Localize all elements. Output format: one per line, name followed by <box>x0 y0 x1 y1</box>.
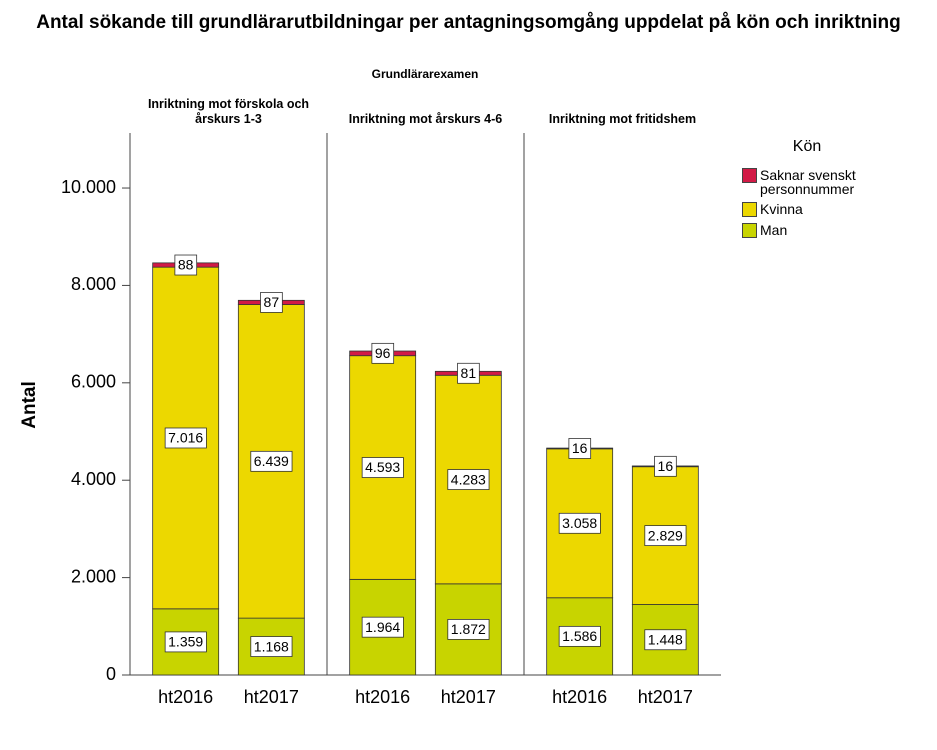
data-label-box <box>447 619 490 640</box>
data-label: 16 <box>568 438 592 459</box>
x-tick-label: ht2016 <box>355 687 410 707</box>
data-label: 7.016 <box>164 427 207 449</box>
panel-title: Inriktning mot årskurs 4-6 <box>348 112 503 126</box>
data-label-text: 88 <box>178 257 194 273</box>
data-label-box <box>164 631 207 653</box>
data-label-text: 1.168 <box>254 638 289 654</box>
data-label: 3.058 <box>558 512 601 534</box>
legend-item: Kvinna <box>742 202 892 217</box>
data-label-box <box>568 438 592 459</box>
legend-item: Man <box>742 223 892 238</box>
data-label: 88 <box>174 254 198 276</box>
chart-subtitle: Grundlärarexamen <box>371 67 479 81</box>
y-tick-label: 10.000 <box>61 177 116 197</box>
data-label-text: 6.439 <box>254 453 289 469</box>
x-tick-label: ht2017 <box>244 687 299 707</box>
data-label: 1.964 <box>361 616 404 638</box>
data-label-box <box>174 254 198 276</box>
data-label: 6.439 <box>250 450 293 472</box>
data-label-box <box>361 616 404 638</box>
data-label-box <box>654 455 677 477</box>
data-label: 96 <box>371 342 395 364</box>
data-label: 4.283 <box>447 469 490 490</box>
legend-item: Saknar svenskt personnummer <box>742 168 892 196</box>
legend-label: Saknar svenskt personnummer <box>760 167 856 197</box>
chart-title: Antal sökande till grundlärarutbildninga… <box>36 12 901 33</box>
x-tick-label: ht2016 <box>158 687 213 707</box>
x-tick-label: ht2017 <box>638 687 693 707</box>
data-label-text: 1.359 <box>168 634 203 650</box>
legend-title: Kön <box>792 138 822 155</box>
data-label-box <box>250 636 293 657</box>
data-label-text: 4.593 <box>365 459 400 475</box>
panel-title: Inriktning mot fritidshem <box>548 112 697 126</box>
y-tick-label: 2.000 <box>71 566 116 586</box>
legend: Kön Saknar svenskt personnummer Kvinna Man <box>742 138 892 244</box>
data-label-box <box>457 362 480 384</box>
data-label: 81 <box>457 362 480 384</box>
data-label: 1.448 <box>644 629 687 651</box>
data-label-text: 4.283 <box>451 471 486 487</box>
data-label-box <box>260 292 283 313</box>
data-label: 1.359 <box>164 631 207 653</box>
data-label-text: 16 <box>658 458 674 474</box>
data-label-box <box>371 342 395 364</box>
data-label-text: 16 <box>572 440 588 456</box>
legend-swatch <box>742 202 757 217</box>
y-axis-label: Antal <box>19 381 40 429</box>
data-label-text: 1.586 <box>562 628 597 644</box>
y-tick-label: 0 <box>106 664 116 684</box>
data-label-text: 7.016 <box>168 430 203 446</box>
data-label-box <box>644 525 687 547</box>
data-label-text: 81 <box>461 365 477 381</box>
legend-label: Man <box>760 222 788 238</box>
data-label-text: 1.872 <box>451 621 486 637</box>
data-label-text: 3.058 <box>562 515 597 531</box>
x-tick-label: ht2016 <box>552 687 607 707</box>
data-label: 1.872 <box>447 619 490 640</box>
data-label-box <box>644 629 687 651</box>
data-label: 16 <box>654 455 677 477</box>
data-label-text: 96 <box>375 345 391 361</box>
data-label: 2.829 <box>644 525 687 547</box>
legend-swatch <box>742 168 757 183</box>
y-tick-label: 8.000 <box>71 274 116 294</box>
data-label: 1.586 <box>558 625 601 647</box>
legend-swatch <box>742 223 757 238</box>
data-label-box <box>361 457 404 478</box>
legend-label: Kvinna <box>760 201 803 217</box>
data-label-box <box>558 512 601 534</box>
data-label-text: 1.964 <box>365 619 400 635</box>
panel-title: Inriktning mot förskola och årskurs 1-3 <box>147 97 310 126</box>
y-tick-label: 6.000 <box>71 372 116 392</box>
data-label: 1.168 <box>250 636 293 657</box>
x-tick-label: ht2017 <box>441 687 496 707</box>
data-label: 4.593 <box>361 457 404 478</box>
data-label-text: 2.829 <box>648 527 683 543</box>
data-label: 87 <box>260 292 283 313</box>
data-label-box <box>447 469 490 490</box>
data-label-text: 87 <box>264 294 280 310</box>
data-label-box <box>164 427 207 449</box>
data-label-box <box>558 625 601 647</box>
data-label-box <box>250 450 293 472</box>
y-tick-label: 4.000 <box>71 469 116 489</box>
data-label-text: 1.448 <box>648 631 683 647</box>
